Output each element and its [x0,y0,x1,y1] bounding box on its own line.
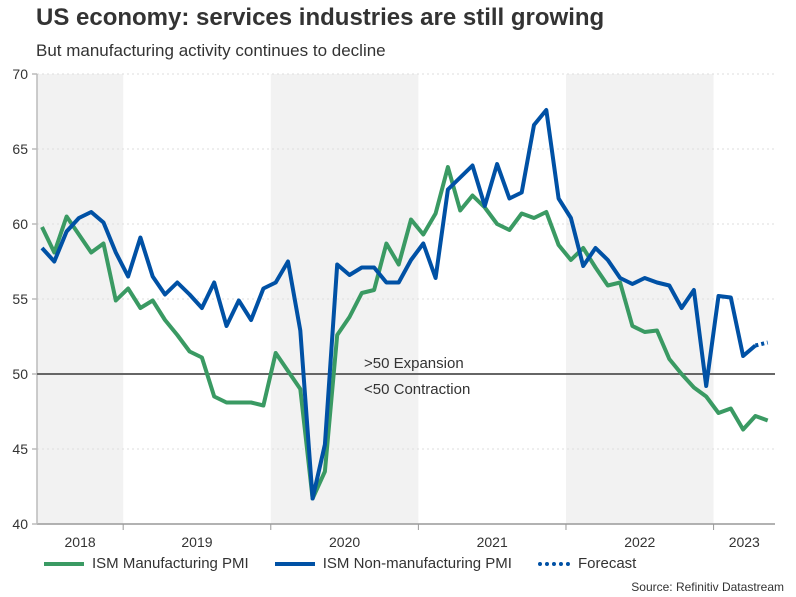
legend-swatch [537,561,570,566]
x-tick-label: 2021 [477,534,508,550]
y-tick-label: 45 [12,441,28,457]
year-band-2018 [37,74,124,524]
series-line-ism-non-manufacturing-pmi [40,108,757,501]
legend-label: ISM Non-manufacturing PMI [322,555,512,572]
legend-swatch [44,561,84,566]
legend-item-manufacturing: ISM Manufacturing PMI [44,555,249,572]
y-tick-label: 70 [12,66,28,82]
y-tick-label: 40 [12,516,28,532]
x-tick-label: 2018 [65,534,96,550]
y-tick-label: 50 [12,366,28,382]
series-line-ism-manufacturing-pmi [40,165,769,501]
legend-swatch [274,561,315,566]
series-line-forecast [754,340,769,348]
y-tick-label: 55 [12,291,28,307]
y-tick-label: 65 [12,141,28,157]
legend-label: Forecast [577,555,637,572]
legend: ISM Manufacturing PMI ISM Non-manufactur… [44,555,662,572]
chart-subtitle: But manufacturing activity continues to … [36,41,386,60]
legend-item-non-manufacturing: ISM Non-manufacturing PMI [274,555,512,572]
legend-item-forecast: Forecast [537,555,637,572]
contraction-label: <50 Contraction [364,381,470,398]
x-tick-label: 2022 [624,534,655,550]
chart-title: US economy: services industries are stil… [36,4,605,31]
y-tick-label: 60 [12,216,28,232]
source-note: Source: Refinitiv Datastream [631,580,784,594]
expansion-label: >50 Expansion [364,355,464,372]
x-tick-label: 2019 [181,534,212,550]
legend-label: ISM Manufacturing PMI [92,555,249,572]
x-tick-label: 2023 [729,534,760,550]
x-tick-label: 2020 [329,534,360,550]
